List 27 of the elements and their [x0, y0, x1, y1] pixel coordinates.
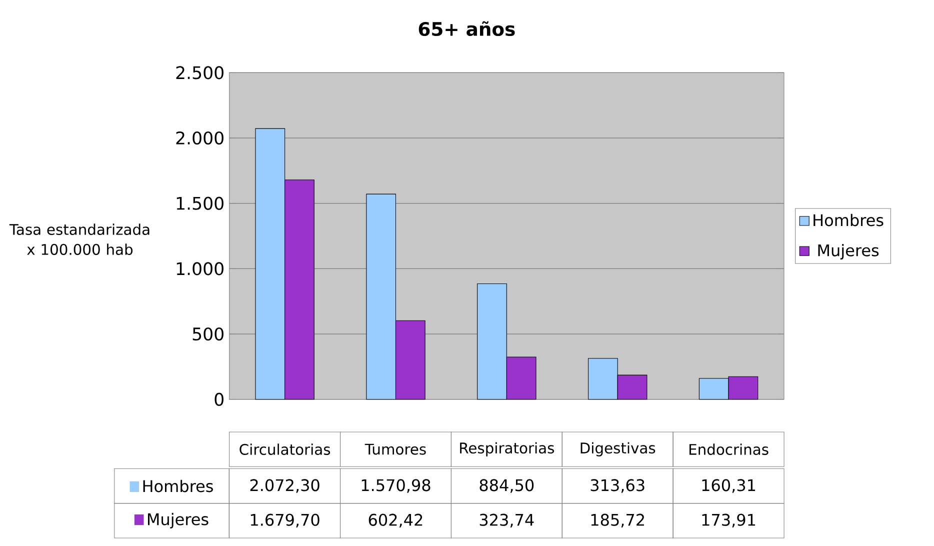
y-tick-label: 500 [192, 327, 224, 341]
y-tick-label: 1.000 [176, 262, 224, 276]
y-tick-label: 2.000 [176, 131, 224, 145]
data-label: 1.570,98 [362, 479, 430, 493]
legend-label: Hombres [814, 214, 884, 226]
y-axis-title: Tasa estandarizada x 100.000 hab [9, 224, 150, 256]
text: Mujeres [148, 512, 208, 528]
data-label: 160,31 [702, 479, 756, 493]
y-tick-label: 0 [214, 392, 224, 406]
data-label: 313,63 [590, 479, 644, 493]
data-label: 173,91 [702, 514, 756, 528]
data-label: 1.679,70 [250, 514, 320, 528]
text: Hombres [143, 480, 213, 492]
x-tick-label: Endocrinas [690, 444, 768, 455]
legend-label: Mujeres [818, 244, 879, 260]
x-tick-label: Tumores [364, 444, 426, 455]
x-tick-label: Digestivas [580, 442, 656, 456]
y-tick-label: 2.500 [176, 66, 224, 80]
data-label: 185,72 [591, 514, 644, 528]
data-label: 2.072,30 [250, 479, 320, 493]
chart-title: 65+ años [418, 21, 515, 36]
data-label: 602,42 [368, 514, 422, 528]
x-tick-label: Circulatorias [240, 444, 330, 455]
x-tick-label: Respiratorias [460, 442, 554, 456]
data-label: 884,50 [480, 479, 534, 493]
y-tick-label: 1.500 [176, 196, 224, 210]
data-label: 323,74 [480, 514, 534, 528]
